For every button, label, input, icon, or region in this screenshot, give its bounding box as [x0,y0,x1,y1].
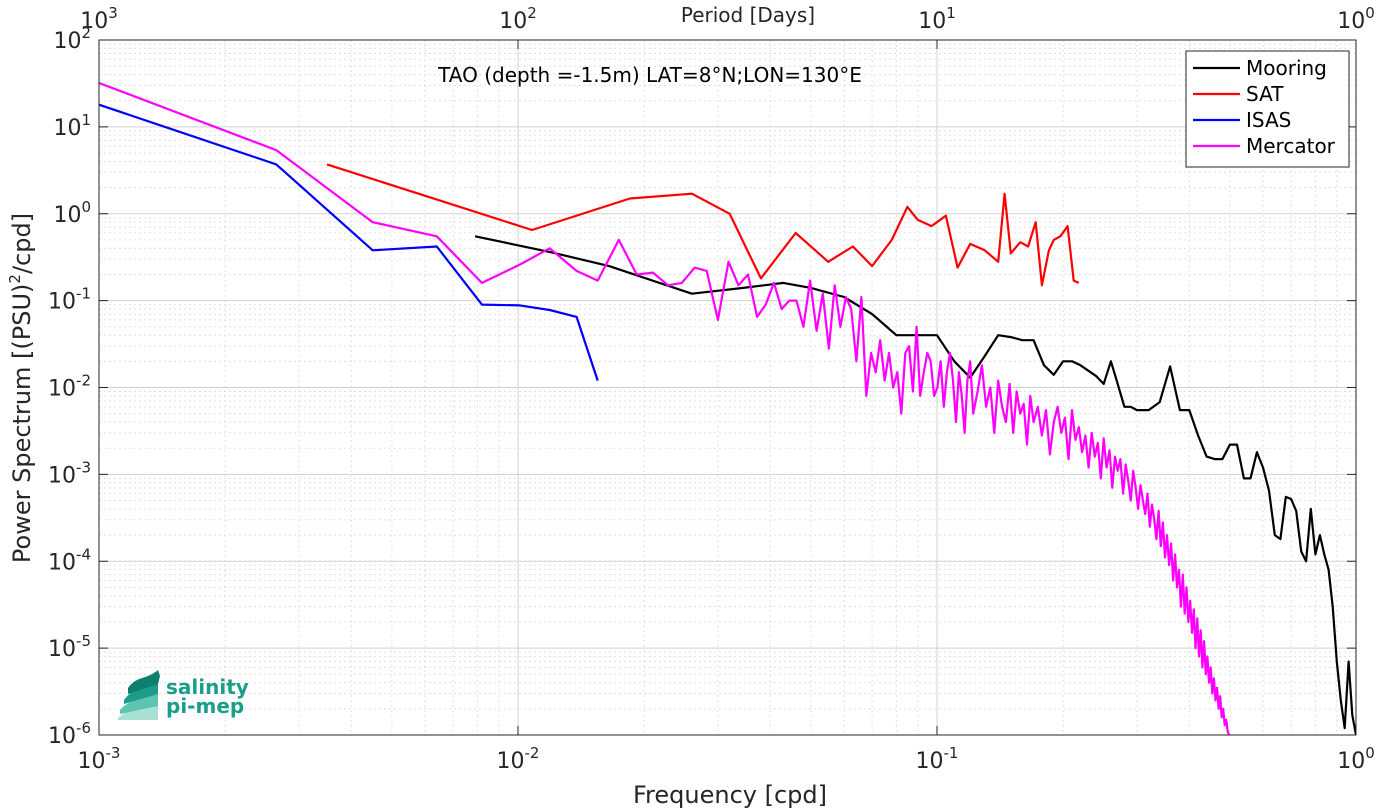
legend-label-mooring: Mooring [1246,56,1327,80]
y-tick-label: 10-5 [48,632,91,662]
top-tick-label: 102 [499,4,537,34]
series-line-isas [99,103,599,381]
chart-annotation: TAO (depth =-1.5m) LAT=8°N;LON=130°E [437,63,862,87]
logo-text-salinity: salinity [166,675,249,699]
series-line-mooring [474,235,1356,735]
bottom-tick-labels: 10-3 10-2 10-1 100 [78,744,1375,774]
ticks-layer [98,39,1357,736]
y-tick-label: 101 [53,111,91,141]
y-tick-label: 10-4 [48,545,91,575]
legend-label-sat: SAT [1246,82,1284,106]
salinity-pi-mep-logo: salinity pi-mep [118,670,249,720]
legend-box [1185,50,1350,168]
left-tick-labels: 102 101 100 10-1 10-2 10-3 10-4 10-5 10-6 [48,24,91,749]
y-tick-label: 10-6 [48,719,91,749]
logo-waves-icon [118,670,160,720]
y-axis-title: Power Spectrum [(PSU)2/cpd] [6,213,36,563]
y-tick-label: 10-2 [48,372,91,402]
top-tick-labels: 103 102 101 100 [80,4,1375,34]
series-line-sat [326,163,1080,287]
top-tick-label: 103 [80,4,118,34]
y-tick-label: 102 [53,24,91,54]
top-tick-label: 100 [1337,4,1375,34]
x-tick-label: 10-1 [916,744,959,774]
series-layer [99,81,1356,735]
logo-text-pi-mep: pi-mep [166,694,244,718]
series-line-mercator [99,81,1231,735]
y-tick-label: 10-3 [48,458,91,488]
x-tick-label: 100 [1337,744,1375,774]
x-tick-label: 10-3 [78,744,121,774]
legend-label-isas: ISAS [1246,108,1291,132]
y-tick-label: 10-1 [48,285,91,315]
top-axis-title: Period [Days] [681,3,815,27]
y-tick-label: 100 [53,198,91,228]
legend-label-mercator: Mercator [1246,134,1336,158]
x-tick-label: 10-2 [497,744,540,774]
x-axis-title: Frequency [cpd] [633,781,827,809]
top-tick-label: 101 [918,4,956,34]
